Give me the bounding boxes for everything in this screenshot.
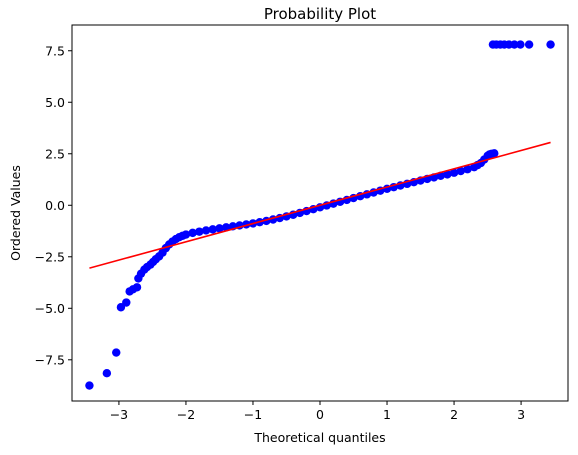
data-point [463, 165, 472, 174]
plot-layer [85, 40, 555, 390]
data-point [201, 226, 211, 235]
chart-title: Probability Plot [264, 5, 376, 23]
y-tick-label: 0.0 [45, 198, 65, 213]
data-point [490, 149, 499, 158]
x-tick-label: 1 [383, 407, 391, 422]
y-tick-label: −2.5 [35, 249, 65, 264]
x-axis-label: Theoretical quantiles [253, 430, 385, 445]
data-point [112, 348, 121, 357]
x-tick-label: −2 [177, 407, 195, 422]
data-point [516, 40, 525, 49]
y-axis-label: Ordered Values [8, 165, 23, 261]
data-point [208, 225, 217, 234]
x-tick-label: −1 [244, 407, 262, 422]
data-point [546, 40, 555, 49]
y-tick-label: −5.0 [35, 301, 65, 316]
data-point [188, 228, 197, 238]
y-tick-label: 5.0 [45, 95, 65, 110]
x-tick-label: −3 [110, 407, 128, 422]
x-tick-label: 0 [316, 407, 324, 422]
x-tick-label: 2 [450, 407, 458, 422]
data-point [221, 223, 231, 232]
data-point [524, 40, 534, 49]
data-point [443, 170, 452, 179]
fit-line [89, 141, 551, 269]
data-point [449, 168, 459, 177]
data-point [102, 368, 112, 378]
y-tick-label: −7.5 [35, 352, 65, 367]
ticks-layer: −3 −2 −1 0 1 2 3 −7.5 −5.0 −2.5 0.0 2.5 5.0 7.5 [35, 43, 525, 422]
y-tick-label: 7.5 [45, 43, 65, 58]
data-point [215, 224, 224, 233]
data-point [195, 227, 204, 236]
data-point [456, 166, 465, 176]
data-point [132, 283, 142, 292]
data-point [85, 381, 94, 390]
y-tick-label: 2.5 [45, 146, 65, 161]
data-point [122, 298, 131, 307]
data-point [181, 230, 191, 239]
x-tick-label: 3 [517, 407, 525, 422]
data-point [510, 40, 519, 49]
